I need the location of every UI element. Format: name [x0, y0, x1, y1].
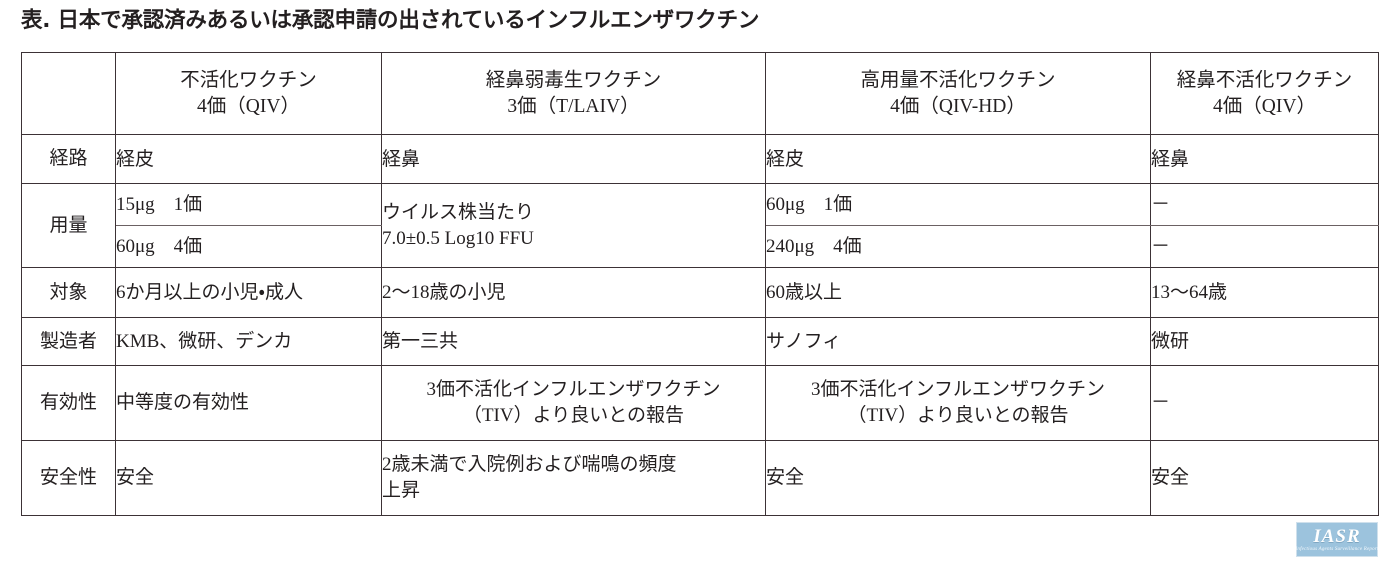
cell-efficacy-qivhd-line1: 3価不活化インフルエンザワクチン: [811, 379, 1105, 400]
column-header-line1: 高用量不活化ワクチン: [860, 69, 1056, 91]
cell-efficacy-tlaiv-line2: （TIV）より良いとの報告: [462, 405, 685, 426]
cell-safety-tlaiv-line1: 2歳未満で入院例および喘鳴の頻度: [382, 454, 677, 475]
cell-efficacy-tlaiv: 3価不活化インフルエンザワクチン （TIV）より良いとの報告: [381, 365, 766, 441]
column-header-line1: 不活化ワクチン: [180, 69, 317, 91]
cell-dose-nasal-qiv-quadrivalent: －: [1150, 225, 1379, 268]
vaccine-comparison-table: 不活化ワクチン 4価（QIV） 経鼻弱毒生ワクチン 3価（T/LAIV） 高用量…: [21, 52, 1379, 516]
column-header-line1: 経鼻不活化ワクチン: [1176, 69, 1353, 91]
cell-efficacy-qiv-line1: 中等度の有効性: [116, 392, 250, 413]
cell-efficacy-nasal-qiv: －: [1150, 365, 1379, 441]
iasr-logo-subtitle: Infectious Agents Surveillance Report: [1295, 546, 1379, 552]
cell-safety-tlaiv-line2: 上昇: [382, 480, 421, 501]
cell-safety-qiv-line1: 安全: [116, 467, 155, 488]
column-header-nasal-live-attenuated: 経鼻弱毒生ワクチン 3価（T/LAIV）: [381, 52, 766, 135]
cell-efficacy-tlaiv-line1: 3価不活化インフルエンザワクチン: [426, 379, 721, 400]
cell-dose-tlaiv-line2: 7.0±0.5 Log10 FFU: [382, 227, 534, 249]
row-label-manufacturer: 製造者: [21, 317, 116, 366]
row-label-route: 経路: [21, 134, 116, 184]
table-row-efficacy: 有効性 中等度の有効性 3価不活化インフルエンザワクチン （TIV）より良いとの…: [21, 365, 1379, 441]
cell-dose-tlaiv-line1: ウイルス株当たり: [382, 201, 535, 223]
column-header-line2: 3価（T/LAIV）: [507, 95, 640, 117]
table-row-manufacturer: 製造者 KMB、微研、デンカ 第一三共 サノフィ 微研: [21, 317, 1379, 366]
row-label-efficacy: 有効性: [21, 365, 116, 441]
cell-dose-qivhd-monovalent: 60μg 1価: [765, 183, 1151, 226]
cell-safety-qivhd-line1: 安全: [766, 467, 805, 488]
table-row-target: 対象 6か月以上の小児・成人 2〜18歳の小児 60歳以上 13〜64歳: [21, 267, 1379, 318]
cell-route-qivhd: 経皮: [765, 134, 1151, 184]
column-header-line2: 4価（QIV）: [197, 95, 300, 117]
cell-efficacy-qivhd: 3価不活化インフルエンザワクチン （TIV）より良いとの報告: [765, 365, 1151, 441]
cell-dose-qivhd-quadrivalent: 240μg 4価: [765, 225, 1151, 268]
cell-dose-qiv-quadrivalent: 60μg 4価: [115, 225, 382, 268]
cell-dose-tlaiv: ウイルス株当たり 7.0±0.5 Log10 FFU: [381, 183, 766, 268]
table-row-dose-upper: 用量 15μg 1価 ウイルス株当たり 7.0±0.5 Log10 FFU 60…: [21, 183, 1379, 268]
row-label-target: 対象: [21, 267, 116, 318]
column-header-line1: 経鼻弱毒生ワクチン: [485, 69, 662, 91]
cell-safety-qiv: 安全: [115, 440, 382, 516]
column-header-nasal-inactivated: 経鼻不活化ワクチン 4価（QIV）: [1150, 52, 1379, 135]
column-header-inactivated-qiv: 不活化ワクチン 4価（QIV）: [115, 52, 382, 135]
cell-safety-qivhd: 安全: [765, 440, 1151, 516]
iasr-logo: IASR Infectious Agents Surveillance Repo…: [1296, 522, 1378, 557]
row-label-dose: 用量: [21, 183, 116, 268]
cell-manufacturer-tlaiv: 第一三共: [381, 317, 766, 366]
cell-efficacy-nasal-qiv-line1: －: [1151, 392, 1171, 413]
cell-efficacy-qiv: 中等度の有効性: [115, 365, 382, 441]
cell-efficacy-qivhd-line2: （TIV）より良いとの報告: [847, 405, 1069, 426]
table-row-route: 経路 経皮 経鼻 経皮 経鼻: [21, 134, 1379, 184]
cell-route-tlaiv: 経鼻: [381, 134, 766, 184]
cell-route-qiv: 経皮: [115, 134, 382, 184]
table-row-dose-lower: 60μg 4価 240μg 4価 －: [22, 225, 1379, 268]
column-header-high-dose-inactivated: 高用量不活化ワクチン 4価（QIV-HD）: [765, 52, 1151, 135]
cell-target-nasal-qiv: 13〜64歳: [1150, 267, 1379, 318]
table-corner-cell: [21, 52, 116, 135]
table-header-row: 不活化ワクチン 4価（QIV） 経鼻弱毒生ワクチン 3価（T/LAIV） 高用量…: [21, 52, 1379, 135]
cell-manufacturer-qivhd: サノフィ: [765, 317, 1151, 366]
cell-target-qiv: 6か月以上の小児・成人: [115, 267, 382, 318]
cell-safety-nasal-qiv-line1: 安全: [1151, 467, 1190, 488]
cell-dose-nasal-qiv-monovalent: －: [1150, 183, 1379, 226]
page-title: 表. 日本で承認済みあるいは承認申請の出されているインフルエンザワクチン: [21, 8, 760, 33]
cell-target-qivhd: 60歳以上: [765, 267, 1151, 318]
column-header-line2: 4価（QIV-HD）: [890, 95, 1026, 117]
cell-target-tlaiv: 2〜18歳の小児: [381, 267, 766, 318]
cell-manufacturer-qiv: KMB、微研、デンカ: [115, 317, 382, 366]
row-label-safety: 安全性: [21, 440, 116, 516]
cell-manufacturer-nasal-qiv: 微研: [1150, 317, 1379, 366]
column-header-line2: 4価（QIV）: [1213, 95, 1316, 117]
iasr-logo-mark: IASR: [1313, 525, 1361, 547]
cell-dose-qiv-monovalent: 15μg 1価: [115, 183, 382, 226]
table-row-safety: 安全性 安全 2歳未満で入院例および喘鳴の頻度 上昇 安全 安全: [21, 440, 1379, 516]
cell-route-nasal-qiv: 経鼻: [1150, 134, 1379, 184]
cell-safety-nasal-qiv: 安全: [1150, 440, 1379, 516]
cell-safety-tlaiv: 2歳未満で入院例および喘鳴の頻度 上昇: [381, 440, 766, 516]
